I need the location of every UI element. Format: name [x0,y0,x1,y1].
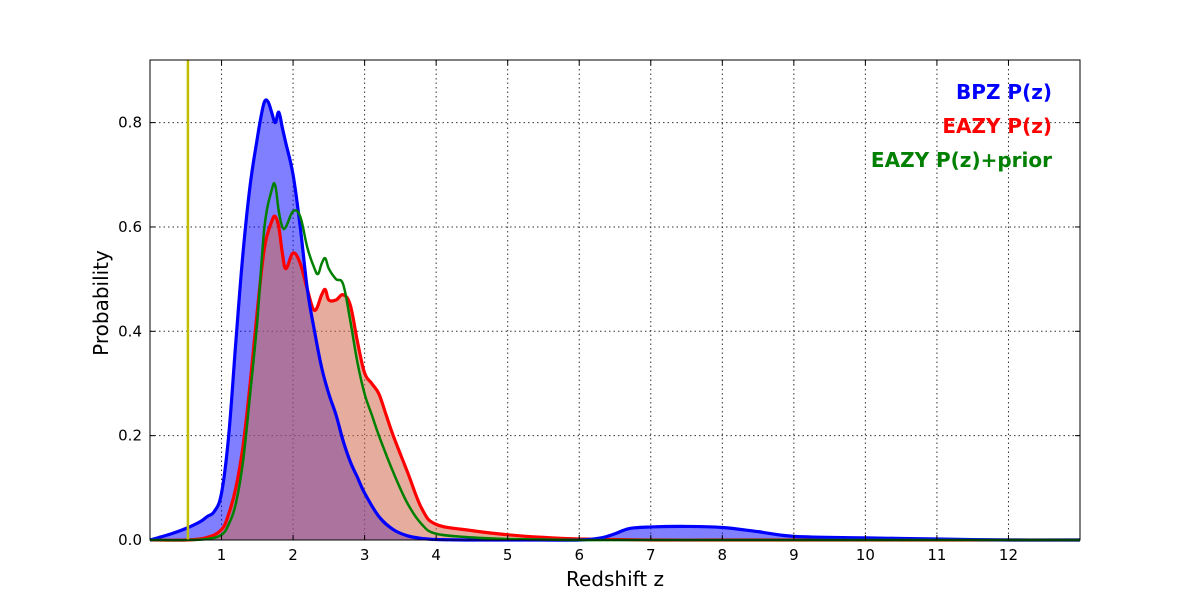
series-line-0 [149,98,1081,542]
legend-entry-bpz: BPZ P(z) [956,80,1052,104]
x-axis-title: Redshift z [566,567,664,591]
x-tick-label: 12 [999,546,1018,564]
series-areas [150,99,1080,541]
y-tick-label: 0.2 [118,427,142,445]
y-axis-ticks: 0.0 0.2 0.4 0.6 0.8 [118,114,1080,549]
x-tick-label: 8 [718,546,728,564]
x-tick-label: 3 [360,546,370,564]
x-tick-label: 5 [503,546,513,564]
series-area-1 [150,216,1080,541]
series-lines [149,98,1081,542]
x-axis-ticks: 1 2 3 4 5 6 7 8 9 10 11 12 [217,60,1018,564]
x-tick-label: 10 [856,546,875,564]
legend-entry-eazy-prior: EAZY P(z)+prior [871,148,1052,172]
grid-lines [150,60,1080,540]
x-tick-label: 7 [646,546,656,564]
y-axis-title: Probability [89,250,113,356]
x-tick-label: 1 [217,546,227,564]
y-tick-label: 0.8 [118,114,142,132]
x-tick-label: 4 [431,546,441,564]
y-tick-label: 0.6 [118,218,142,236]
x-tick-label: 9 [789,546,799,564]
plot-frame [149,59,1081,541]
series-line-2 [149,181,1080,542]
y-tick-label: 0.4 [118,322,142,340]
x-tick-label: 6 [574,546,584,564]
legend-entry-eazy: EAZY P(z) [942,114,1052,138]
x-tick-label: 11 [927,546,946,564]
y-tick-label: 0.0 [118,531,142,549]
x-tick-label: 2 [288,546,298,564]
legend: BPZ P(z) EAZY P(z) EAZY P(z)+prior [871,80,1052,172]
